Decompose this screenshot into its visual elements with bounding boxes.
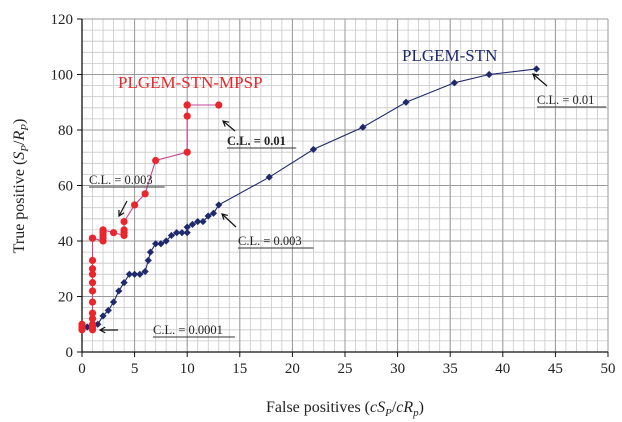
data-point-plgem-stn — [157, 240, 165, 248]
data-point-plgem-stn — [178, 229, 186, 237]
data-point-plgem-stn-mpsp — [78, 320, 86, 328]
data-point-plgem-stn — [167, 231, 176, 240]
confidence-level-annotation: C.L. = 0.01 — [537, 93, 594, 107]
data-point-plgem-stn — [125, 270, 133, 278]
data-point-plgem-stn — [450, 79, 459, 87]
annotation-arrowhead — [221, 213, 228, 220]
y-tick-label: 80 — [58, 123, 73, 139]
data-point-plgem-stn — [204, 212, 212, 220]
x-tick-label: 0 — [78, 361, 86, 377]
data-point-plgem-stn — [146, 248, 154, 256]
data-point-plgem-stn-mpsp — [88, 298, 97, 306]
data-point-plgem-stn-mpsp — [131, 201, 139, 209]
data-point-plgem-stn — [152, 240, 160, 248]
data-point-plgem-stn — [131, 270, 139, 278]
annotation-arrowhead — [532, 73, 539, 80]
x-tick-label: 40 — [495, 361, 510, 377]
x-tick-label: 25 — [338, 361, 353, 377]
x-axis-label: False positives (cSP/cRp) — [266, 399, 424, 419]
data-point-plgem-stn-mpsp — [88, 320, 97, 328]
data-point-plgem-stn — [104, 306, 112, 314]
data-point-plgem-stn — [109, 298, 118, 306]
data-point-plgem-stn-mpsp — [183, 148, 191, 156]
data-point-plgem-stn — [194, 217, 202, 226]
data-point-plgem-stn-mpsp — [88, 315, 97, 323]
data-point-plgem-stn — [532, 65, 541, 73]
data-point-plgem-stn — [183, 229, 191, 237]
data-point-plgem-stn — [309, 145, 318, 154]
annotation-arrow — [222, 120, 236, 132]
x-tick-label: 5 — [131, 361, 139, 377]
x-tick-label: 15 — [232, 361, 247, 377]
x-tick-label: 20 — [285, 361, 300, 377]
data-point-plgem-stn-mpsp — [88, 287, 97, 295]
confidence-level-annotation: C.L. = 0.003 — [238, 234, 302, 248]
series-label: PLGEM-STN — [402, 46, 497, 65]
annotation-arrowhead — [222, 120, 230, 127]
x-tick-label: 10 — [180, 361, 195, 377]
confidence-level-annotation: C.L. = 0.0001 — [153, 323, 223, 337]
data-point-plgem-stn-mpsp — [183, 101, 191, 109]
series-markers — [78, 65, 541, 334]
data-point-plgem-stn — [99, 312, 107, 320]
data-point-plgem-stn — [162, 237, 170, 245]
data-point-plgem-stn-mpsp — [109, 229, 118, 237]
data-point-plgem-stn-mpsp — [88, 270, 97, 278]
grid — [81, 18, 609, 353]
data-point-plgem-stn-mpsp — [88, 309, 97, 317]
data-point-plgem-stn-mpsp — [152, 156, 160, 165]
annotations: PLGEM-STN PLGEM-STN-MPSP C.L. = 0.01 C.L. =… — [89, 46, 607, 338]
data-point-plgem-stn — [136, 270, 144, 278]
y-tick-label: 40 — [58, 234, 73, 250]
ticks: 0 5 10 15 20 25 30 35 40 45 50 0 20 40 60 80 100 120 — [51, 12, 616, 377]
data-point-plgem-stn — [209, 209, 218, 217]
annotation-arrow — [118, 200, 128, 217]
confidence-level-annotation: C.L. = 0.003 — [89, 173, 153, 187]
data-point-plgem-stn-mpsp — [120, 217, 128, 226]
data-point-plgem-stn — [183, 223, 191, 231]
annotation-arrowhead — [98, 326, 106, 334]
x-tick-label: 30 — [390, 361, 405, 377]
data-point-plgem-stn — [173, 229, 181, 237]
annotation-arrowhead — [118, 209, 125, 218]
data-point-plgem-stn — [402, 98, 410, 106]
data-point-plgem-stn — [188, 220, 197, 228]
confidence-level-annotation: C.L. = 0.01 — [227, 134, 286, 148]
data-point-plgem-stn-mpsp — [88, 265, 97, 273]
data-point-plgem-stn-mpsp — [88, 279, 97, 287]
y-tick-label: 120 — [51, 12, 74, 28]
series-label: PLGEM-STN-MPSP — [118, 73, 263, 92]
data-point-plgem-stn — [144, 256, 152, 265]
data-point-plgem-stn-mpsp — [99, 226, 107, 234]
data-point-plgem-stn — [485, 70, 493, 79]
y-tick-label: 100 — [51, 68, 74, 84]
data-point-plgem-stn-mpsp — [183, 112, 191, 120]
data-point-plgem-stn — [199, 217, 207, 226]
data-point-plgem-stn-mpsp — [215, 101, 223, 109]
y-tick-label: 0 — [66, 345, 74, 361]
x-tick-label: 35 — [443, 361, 458, 377]
x-tick-label: 45 — [548, 361, 563, 377]
y-tick-label: 60 — [58, 179, 73, 195]
data-point-plgem-stn — [265, 173, 273, 181]
y-axis-label: True positive (SP/RP) — [11, 119, 31, 254]
data-point-plgem-stn — [359, 123, 367, 131]
data-point-plgem-stn-mpsp — [141, 190, 149, 198]
y-tick-label: 20 — [58, 290, 73, 306]
annotation-arrow — [532, 73, 548, 87]
data-point-plgem-stn — [83, 323, 91, 331]
x-tick-label: 50 — [601, 361, 616, 377]
data-point-plgem-stn — [215, 201, 223, 209]
data-point-plgem-stn — [115, 287, 123, 295]
data-point-plgem-stn — [120, 279, 128, 287]
data-point-plgem-stn-mpsp — [120, 226, 128, 234]
data-point-plgem-stn — [141, 267, 149, 276]
annotation-arrow — [221, 213, 237, 228]
data-point-plgem-stn-mpsp — [88, 256, 97, 265]
data-point-plgem-stn-mpsp — [88, 234, 97, 242]
